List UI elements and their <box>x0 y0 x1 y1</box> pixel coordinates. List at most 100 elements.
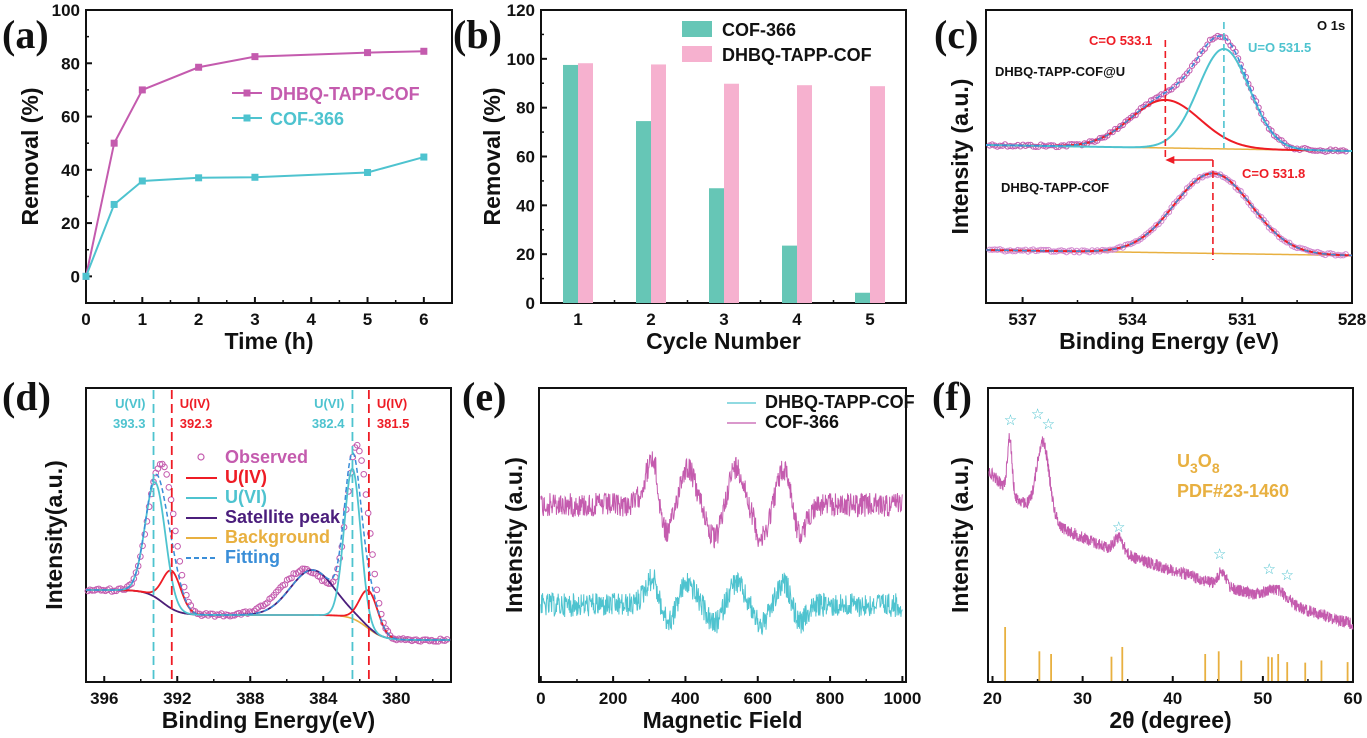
panel-c: 537 534 531 528 Binding Energy (eV) Intensity… <box>947 9 1366 354</box>
formula-o: O <box>1198 451 1212 471</box>
observed-point <box>174 543 181 550</box>
observed-point <box>1204 41 1211 48</box>
peak-marker-label: U(VI) <box>314 396 344 411</box>
observed-point <box>163 471 170 478</box>
legend-label: COF-366 <box>765 412 839 432</box>
x-tick-label: 3 <box>719 310 728 329</box>
fit-line <box>985 172 1353 257</box>
observed-point <box>1276 136 1283 143</box>
legend-label: U(IV) <box>225 467 267 487</box>
fit-line <box>85 451 451 641</box>
observed-point <box>358 457 365 464</box>
bar-cof366 <box>709 188 724 303</box>
x-tick-label: 30 <box>1073 689 1092 708</box>
legend-label: U(VI) <box>225 487 267 507</box>
data-point <box>138 177 146 185</box>
plot-frame <box>85 387 452 683</box>
panel-label-a: (a) <box>2 12 49 57</box>
bar-dhbq <box>651 64 666 304</box>
legend-label: Background <box>225 527 330 547</box>
data-point <box>195 174 203 182</box>
x-axis-title: Magnetic Field <box>643 707 803 733</box>
x-tick-label: 6 <box>419 310 428 329</box>
bar-cof366 <box>563 64 578 303</box>
data-point <box>364 49 372 57</box>
y-tick-label: 60 <box>516 148 535 167</box>
reference-formula: U3O8 <box>1177 451 1220 476</box>
reference-card-label: PDF#23-1460 <box>1177 481 1289 501</box>
formula-u: U <box>1177 451 1190 471</box>
x-tick-label: 534 <box>1118 310 1147 329</box>
x-tick-label: 2 <box>646 310 655 329</box>
y-tick-label: 0 <box>71 267 80 286</box>
y-tick-label: 120 <box>507 1 535 20</box>
x-tick-label: 200 <box>599 689 627 708</box>
data-point <box>195 63 203 71</box>
data-point <box>251 173 259 181</box>
panel-label-b: (b) <box>453 12 502 57</box>
x-tick-label: 2 <box>194 310 203 329</box>
y-tick-label: 60 <box>61 108 80 127</box>
y-axis-title: Removal (%) <box>17 87 43 225</box>
observed-point <box>371 570 379 578</box>
x-tick-label: 0 <box>81 310 90 329</box>
legend-label: Observed <box>225 447 308 467</box>
x-axis-title: Binding Energy(eV) <box>162 707 375 733</box>
x-axis-title: Binding Energy (eV) <box>1059 328 1279 354</box>
observed-point <box>1322 148 1329 155</box>
peak-label-u-o-531: U=O 531.5 <box>1248 40 1311 55</box>
legend-swatch <box>682 46 712 62</box>
peak-marker-label: U(IV) <box>377 396 407 411</box>
bar-dhbq <box>724 83 739 303</box>
observed-point <box>360 470 368 478</box>
series-line-cof366 <box>540 451 903 549</box>
star-marker-icon: ☆ <box>1042 415 1055 433</box>
star-marker-icon: ☆ <box>1213 545 1226 563</box>
data-point <box>138 86 146 94</box>
x-tick-label: 1 <box>138 310 147 329</box>
panel-d: 396 392 388 384 380 Binding Energy(eV) Intensi… <box>41 387 452 733</box>
x-tick-label: 1 <box>573 310 582 329</box>
star-marker-icon: ☆ <box>1031 405 1044 423</box>
x-tick-label: 50 <box>1253 689 1272 708</box>
legend-label: DHBQ-TAPP-COF <box>722 45 872 65</box>
bar-dhbq <box>797 85 812 303</box>
x-tick-label: 3 <box>250 310 259 329</box>
y-tick-label: 80 <box>61 54 80 73</box>
bar-dhbq <box>870 86 885 304</box>
x-axis-title: Cycle Number <box>646 328 801 354</box>
observed-point <box>1263 219 1270 227</box>
data-point <box>364 168 372 176</box>
x-tick-label: 20 <box>983 689 1002 708</box>
peak-marker-value: 393.3 <box>113 416 146 431</box>
observed-point <box>272 588 280 596</box>
shift-arrow-head <box>1165 156 1175 164</box>
formula-sub-8: 8 <box>1212 460 1220 476</box>
series-line-dhbq <box>540 569 903 636</box>
plot-frame <box>985 9 1353 304</box>
x-tick-label: 4 <box>792 310 802 329</box>
y-axis-title: Intensity (a.u.) <box>947 457 973 613</box>
observed-point <box>290 570 297 577</box>
observed-point <box>178 571 186 579</box>
plot-frame <box>987 387 1354 683</box>
u-vi-line <box>85 467 451 641</box>
y-axis-title: Removal (%) <box>479 87 505 225</box>
orbital-label: O 1s <box>1317 18 1345 33</box>
c-o-component-line <box>985 98 1353 152</box>
x-axis-title: Time (h) <box>224 328 313 354</box>
legend-label: COF-366 <box>722 20 796 40</box>
legend-label: DHBQ-TAPP-COF <box>270 84 420 104</box>
observed-point <box>353 441 361 449</box>
x-tick-label: 537 <box>1008 310 1036 329</box>
x-tick-label: 384 <box>309 689 338 708</box>
data-point <box>110 200 118 208</box>
observed-point <box>180 583 188 591</box>
y-tick-label: 100 <box>52 1 80 20</box>
fit-line <box>985 35 1353 152</box>
panel-label-c: (c) <box>934 12 978 57</box>
observed-point <box>1219 34 1226 41</box>
peak-marker-label: U(VI) <box>115 396 145 411</box>
legend-label: Fitting <box>225 547 280 567</box>
data-point <box>420 47 428 55</box>
